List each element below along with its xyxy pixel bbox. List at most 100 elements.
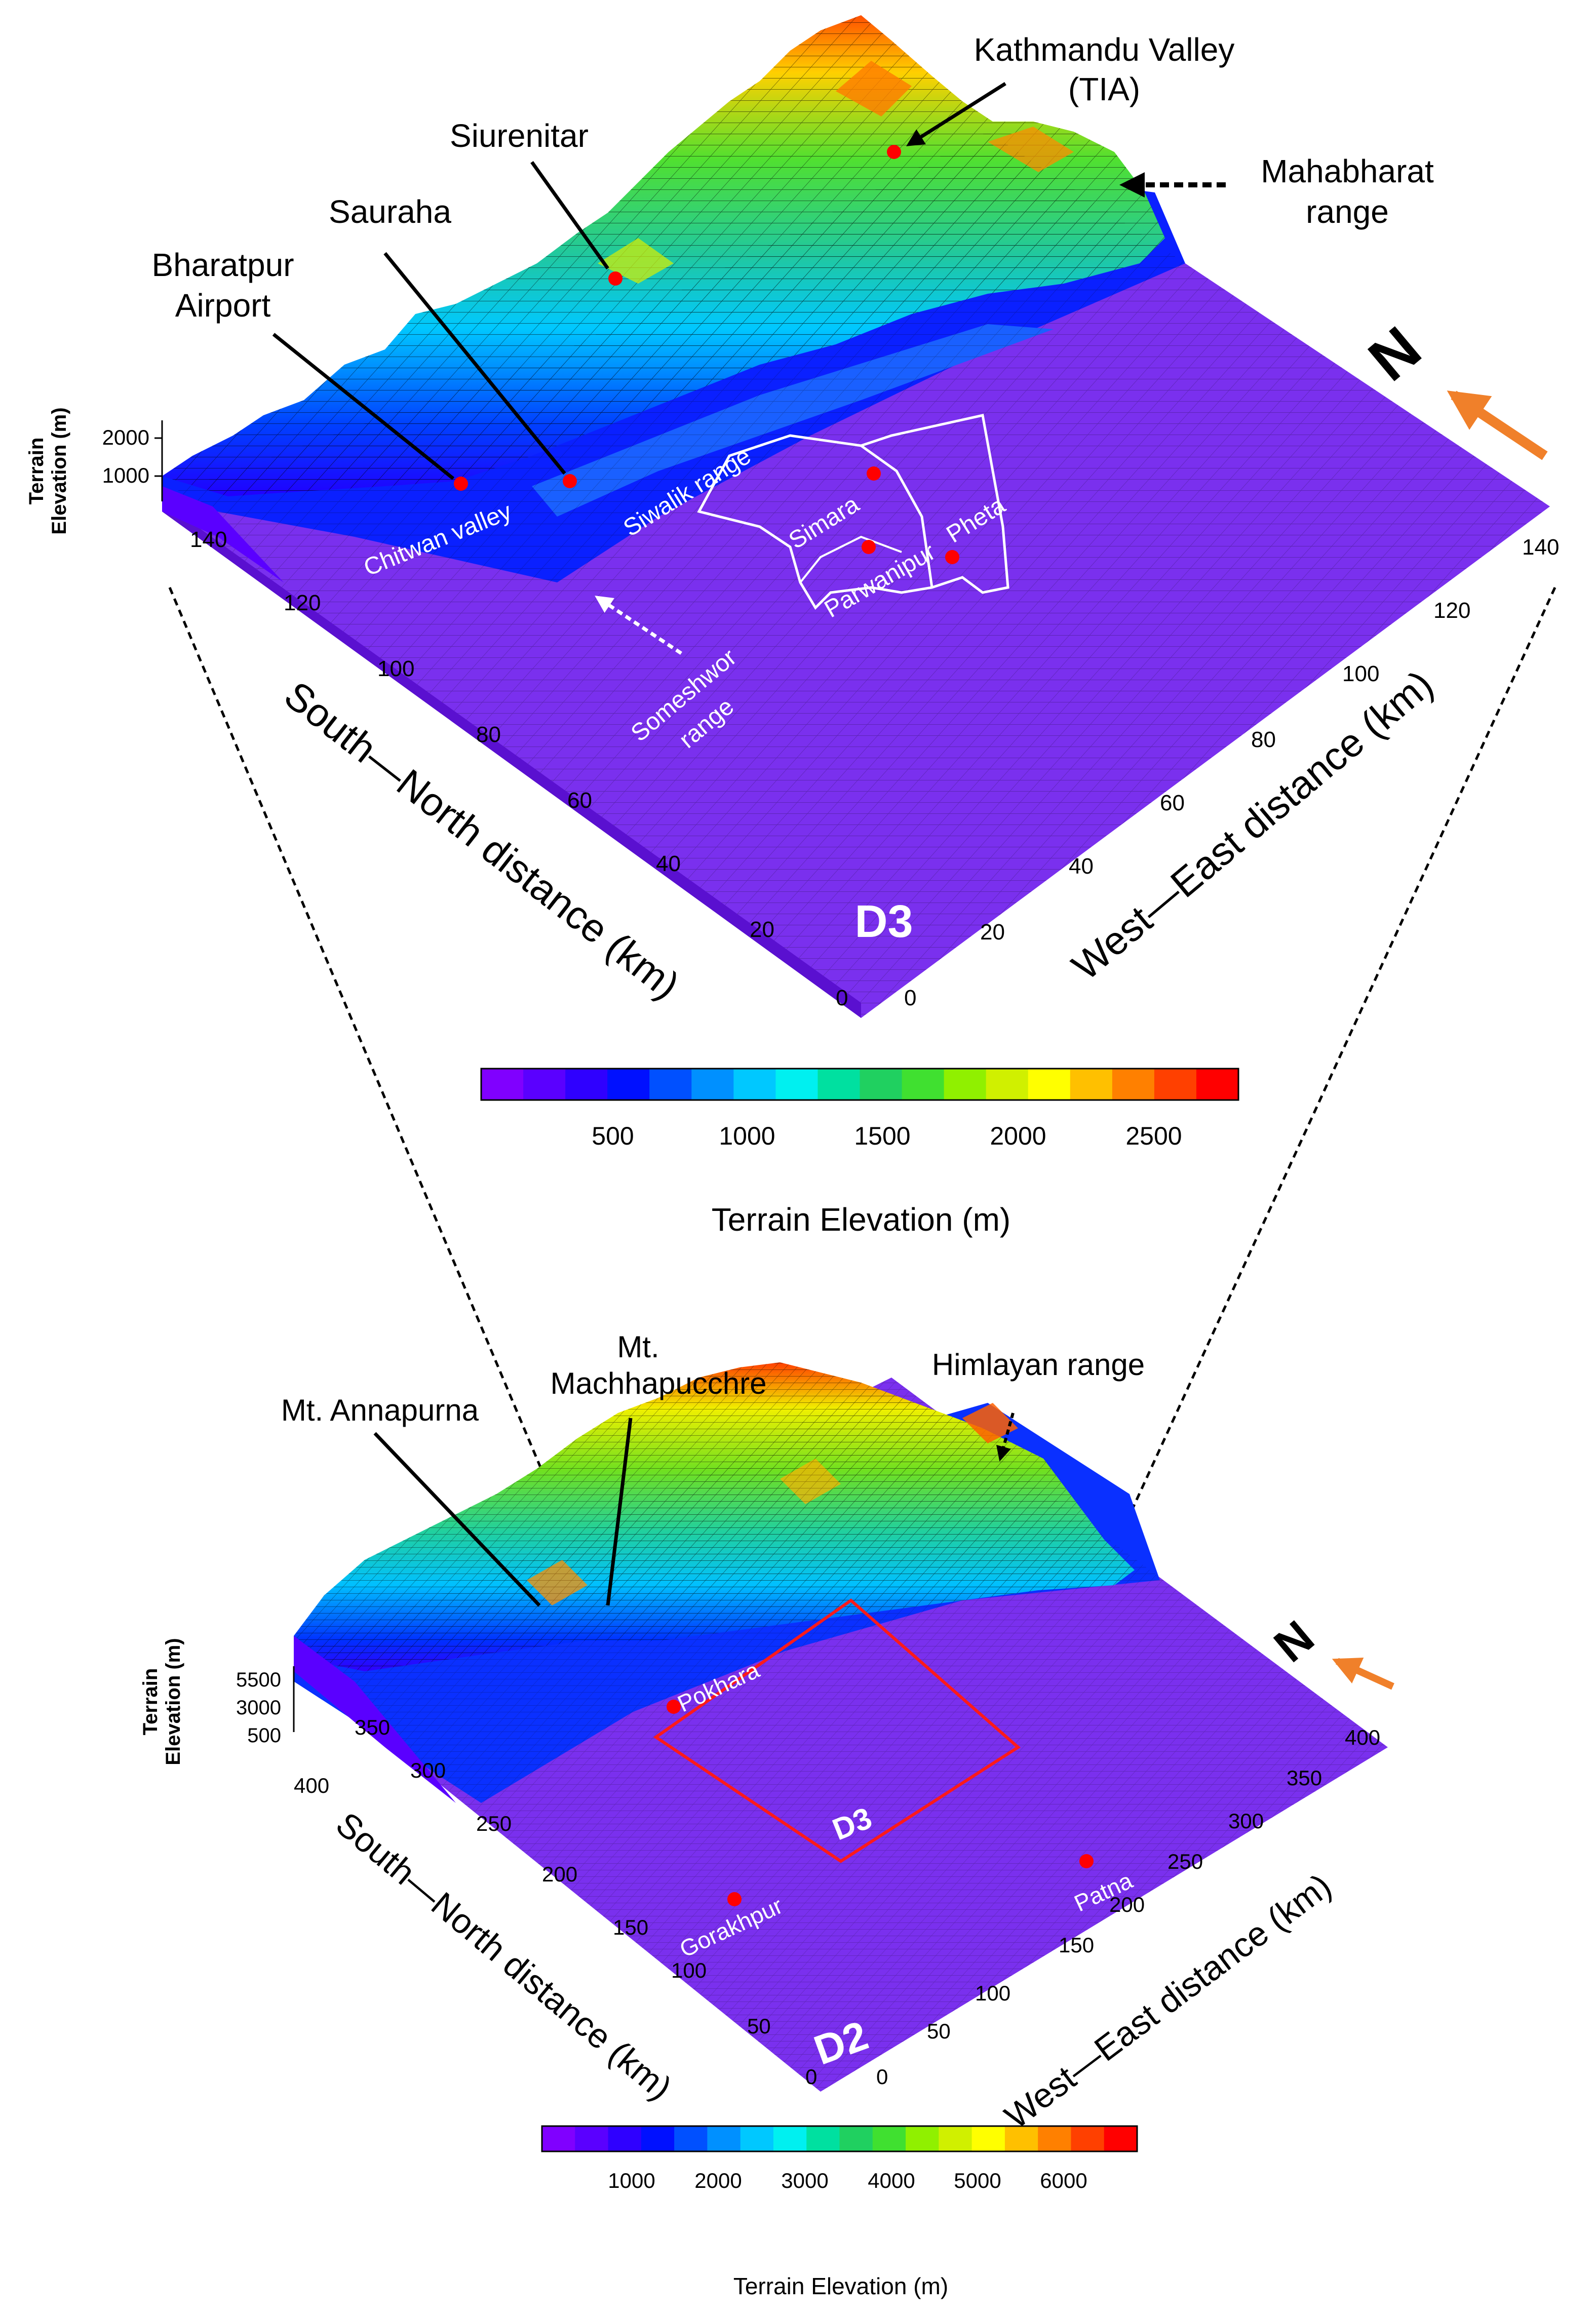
d2-we-tick-label: 50	[927, 2019, 951, 2043]
d2-elev-tick-label: 500	[247, 1724, 281, 1747]
d3-marker-kathmandu	[887, 145, 901, 159]
d3-siurenitar-pointer	[530, 161, 609, 270]
d2-sn-tick-label: 50	[747, 2014, 771, 2038]
d3-colorbar: 500 1000 1500 2000 2500 Terrain Elevatio…	[480, 1068, 1239, 1238]
d2-colorbar-swatch	[674, 2126, 708, 2151]
d3-label-siurenitar: Siurenitar	[450, 117, 589, 154]
d2-colorbar-tick: 6000	[1040, 2169, 1087, 2192]
d2-colorbar: 1000 2000 3000 4000 5000 6000 Terrain El…	[541, 2125, 1138, 2299]
d2-we-tick-label: 300	[1228, 1809, 1264, 1833]
d2-colorbar-title: Terrain Elevation (m)	[733, 2273, 948, 2299]
d3-bharatpur-pointer	[272, 333, 455, 480]
d3-district-boundary	[860, 444, 933, 588]
d3-panel: 2000 1000 Terrain Elevation (m) 0 20 40 …	[25, 15, 1559, 1238]
d2-elev-axis-title: Elevation (m)	[162, 1638, 184, 1765]
d3-label-kathmandu-tia: (TIA)	[1068, 71, 1140, 107]
d3-colorbar-swatch	[944, 1069, 987, 1100]
d3-colorbar-swatch	[1196, 1069, 1239, 1100]
d3-colorbar-tick: 1500	[854, 1122, 910, 1150]
d3-colorbar-swatch	[523, 1069, 566, 1100]
d2-inner-domain-box	[653, 1598, 1021, 1863]
d2-colorbar-swatch	[773, 2126, 807, 2151]
d3-north-arrow	[1447, 390, 1548, 460]
d3-domain-label: D3	[854, 896, 913, 947]
d2-colorbar-swatch	[1004, 2126, 1039, 2151]
d3-we-ticks: 0 20 40 60 80 100 120 140	[904, 535, 1559, 1010]
d2-label-machha-2: Machhapucchre	[551, 1366, 767, 1400]
d3-colorbar-swatch	[775, 1069, 819, 1100]
d3-label-mahabharat-range: range	[1306, 193, 1389, 230]
d3-we-tick-label: 120	[1433, 598, 1470, 623]
d3-we-tick-label: 60	[1160, 791, 1185, 815]
d2-colorbar-swatch	[872, 2126, 907, 2151]
d2-label-machha-1: Mt.	[617, 1330, 659, 1364]
d2-colorbar-tick: 3000	[781, 2169, 828, 2192]
d3-marker-sauraha	[563, 474, 577, 488]
d3-we-tick-label: 20	[980, 920, 1005, 945]
d3-we-tick-label: 140	[1522, 535, 1559, 560]
d3-marker-siurenitar	[608, 271, 622, 286]
d3-elev-tick-label: 2000	[102, 425, 149, 449]
d3-label-kathmandu: Kathmandu Valley	[974, 31, 1235, 68]
d2-sn-tick-label: 350	[355, 1715, 390, 1739]
d3-label-sauraha: Sauraha	[329, 193, 451, 230]
d2-annapurna-pointer	[373, 1432, 541, 1607]
d2-sn-tick-label: 250	[476, 1812, 512, 1835]
d2-sn-ticks: 0 50 100 150 200 250 300 350 400	[294, 1715, 817, 2089]
d2-colorbar-swatch	[575, 2126, 609, 2151]
d3-colorbar-swatch	[607, 1069, 650, 1100]
d3-sn-tick-label: 40	[656, 851, 681, 876]
d3-someshwor-pointer	[595, 596, 682, 655]
d3-colorbar-tick: 1000	[719, 1122, 775, 1150]
d2-colorbar-tick: 2000	[694, 2169, 742, 2192]
d2-elev-axis-title: Terrain	[139, 1668, 162, 1736]
d3-peak-highlight	[836, 61, 912, 116]
d3-elev-axis-title: Terrain	[25, 438, 48, 505]
d3-marker-simara	[867, 466, 881, 481]
d3-left-face	[162, 486, 284, 582]
d2-sn-tick-label: 200	[542, 1862, 577, 1886]
d3-marker-bharatpur	[454, 477, 468, 491]
d3-colorbar-swatch	[1070, 1069, 1113, 1100]
d2-we-tick-label: 400	[1345, 1725, 1380, 1749]
d3-colorbar-tick: 500	[592, 1122, 634, 1150]
d3-we-tick-label: 100	[1342, 661, 1379, 686]
d3-colorbar-tick: 2500	[1125, 1122, 1182, 1150]
d2-colorbar-swatch	[542, 2126, 576, 2151]
d2-sn-tick-label: 400	[294, 1774, 329, 1797]
d2-colorbar-tick: 4000	[868, 2169, 915, 2192]
d3-colorbar-tick: 2000	[990, 1122, 1046, 1150]
d2-we-tick-label: 200	[1109, 1893, 1145, 1916]
d2-colorbar-swatch	[806, 2126, 840, 2151]
d2-colorbar-swatch	[906, 2126, 940, 2151]
d3-we-tick-label: 40	[1069, 854, 1094, 879]
d3-colorbar-swatch	[986, 1069, 1029, 1100]
d2-we-tick-label: 250	[1167, 1850, 1203, 1873]
d3-colorbar-swatch	[902, 1069, 945, 1100]
d2-marker-pokhara	[667, 1700, 681, 1714]
d3-colorbar-swatch	[481, 1069, 524, 1100]
d2-colorbar-swatch	[1071, 2126, 1105, 2151]
d2-colorbar-tick: 5000	[954, 2169, 1001, 2192]
d2-colorbar-swatch	[1038, 2126, 1072, 2151]
d2-sn-tick-label: 0	[805, 2065, 817, 2089]
d2-sn-tick-label: 300	[410, 1758, 446, 1782]
d2-marker-gorakhpur	[727, 1892, 742, 1906]
d3-colorbar-swatch	[860, 1069, 903, 1100]
d3-marker-parwanipur	[862, 540, 876, 554]
d3-colorbar-swatch	[733, 1069, 776, 1100]
d2-panel: D3 5500 3000 500 Terrain Elevation (m) 0…	[139, 1330, 1394, 2299]
d3-peak-highlight	[988, 127, 1074, 172]
d3-north-label: N	[1356, 313, 1433, 394]
d2-we-tick-label: 350	[1287, 1766, 1322, 1790]
d2-marker-patna	[1079, 1854, 1094, 1868]
d2-label-himalayan: Himlayan range	[932, 1348, 1145, 1382]
d2-floor-mesh	[294, 1378, 1388, 2092]
d3-sn-tick-label: 120	[284, 591, 321, 615]
d3-colorbar-swatch	[818, 1069, 861, 1100]
d2-left-face	[294, 1636, 456, 1803]
d3-colorbar-title: Terrain Elevation (m)	[712, 1201, 1010, 1238]
d3-elev-axis-title: Elevation (m)	[48, 407, 70, 534]
d3-district-boundary	[799, 535, 902, 583]
